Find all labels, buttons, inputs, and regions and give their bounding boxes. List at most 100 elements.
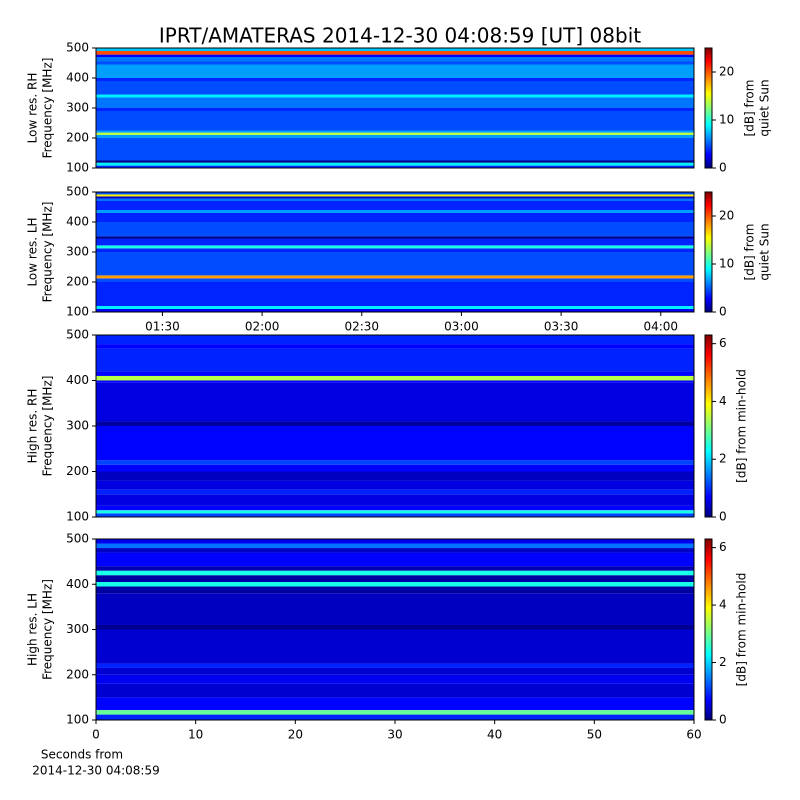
- y-tick-label: 100: [66, 510, 89, 524]
- y-axis-label: Low res. RH: [26, 73, 40, 144]
- colorbar-label: quiet Sun: [758, 79, 772, 136]
- heat-band: [96, 471, 694, 481]
- y-tick-label: 400: [66, 71, 89, 85]
- heat-band: [96, 344, 694, 349]
- heat-band: [96, 663, 694, 668]
- heat-band: [96, 494, 694, 506]
- heat-band: [96, 54, 694, 57]
- y-tick-label: 400: [66, 373, 89, 387]
- heat-band: [96, 213, 694, 222]
- colorbar: [704, 47, 713, 169]
- heat-band: [96, 543, 694, 549]
- heat-band: [96, 335, 694, 345]
- heat-band: [96, 57, 694, 62]
- heat-band: [96, 111, 694, 131]
- y-tick-label: 200: [66, 275, 89, 289]
- heat-band: [96, 674, 694, 684]
- heat-band: [96, 464, 694, 472]
- y-axis-label: Frequency [MHz]: [41, 579, 55, 680]
- heat-band: [96, 575, 694, 582]
- heat-band: [96, 421, 694, 426]
- y-tick-label: 100: [66, 305, 89, 319]
- heat-band: [96, 94, 694, 98]
- colorbar-tick-label: 20: [719, 209, 734, 223]
- colorbar-label: quiet Sun: [758, 223, 772, 280]
- heat-band: [96, 108, 694, 111]
- colorbar-tick-label: 2: [719, 655, 727, 669]
- heat-band: [96, 162, 694, 166]
- heat-band: [96, 138, 694, 161]
- heat-band: [96, 130, 694, 133]
- colorbar-tick-label: 4: [719, 598, 727, 612]
- colorbar-tick-label: 2: [719, 452, 727, 466]
- heat-band: [96, 552, 694, 567]
- x-tick-label: 03:00: [444, 320, 479, 334]
- heat-band: [96, 238, 694, 246]
- colorbar-tick-label: 20: [719, 65, 734, 79]
- colorbar-tick-label: 0: [719, 713, 727, 727]
- heat-band: [96, 570, 694, 576]
- heat-band: [96, 194, 694, 197]
- colorbar-label: [dB] from: [743, 224, 757, 281]
- colorbar: [704, 191, 713, 313]
- heat-band: [96, 275, 694, 279]
- heat-band: [96, 78, 694, 81]
- y-tick-label: 300: [66, 101, 89, 115]
- y-tick-label: 300: [66, 622, 89, 636]
- heat-band: [96, 196, 694, 199]
- x-tick-label: 03:30: [544, 320, 579, 334]
- heat-band: [96, 132, 694, 135]
- colorbar-tick-label: 6: [719, 540, 727, 554]
- heat-band: [96, 198, 694, 201]
- heat-band: [96, 97, 694, 108]
- heat-band: [96, 505, 694, 511]
- x-axis-label: Seconds from: [41, 748, 123, 762]
- heat-band: [96, 348, 694, 372]
- y-axis-label: Frequency [MHz]: [41, 376, 55, 477]
- colorbar-tick-label: 6: [719, 336, 727, 350]
- heat-band: [96, 192, 694, 195]
- x-tick-label: 01:30: [145, 320, 180, 334]
- heat-band: [96, 539, 694, 544]
- heat-band: [96, 697, 694, 711]
- colorbar: [704, 538, 713, 721]
- y-tick-label: 100: [66, 713, 89, 727]
- heat-band: [96, 382, 694, 422]
- x-tick-label: 60: [686, 728, 701, 742]
- heat-band: [96, 282, 694, 306]
- y-tick-label: 500: [66, 532, 89, 546]
- x-tick-label: 40: [487, 728, 502, 742]
- y-tick-label: 400: [66, 215, 89, 229]
- x-tick-label: 02:00: [245, 320, 280, 334]
- y-tick-label: 200: [66, 131, 89, 145]
- y-tick-label: 500: [66, 185, 89, 199]
- heat-band: [96, 586, 694, 594]
- x-tick-label: 20: [288, 728, 303, 742]
- heat-band: [96, 629, 694, 664]
- heat-band: [96, 624, 694, 630]
- chart-title: IPRT/AMATERAS 2014-12-30 04:08:59 [UT] 0…: [159, 24, 641, 48]
- heat-band: [96, 489, 694, 495]
- x-axis-label: 2014-12-30 04:08:59: [32, 764, 159, 778]
- colorbar-label: [dB] from min-hold: [735, 573, 749, 687]
- colorbar-tick-label: 0: [719, 305, 727, 319]
- heat-band: [96, 375, 694, 381]
- heat-band: [96, 210, 694, 213]
- y-axis-label: High res. LH: [26, 593, 40, 666]
- colorbar-tick-label: 10: [719, 113, 734, 127]
- heat-band: [96, 371, 694, 376]
- heat-band: [96, 81, 694, 95]
- y-tick-label: 300: [66, 245, 89, 259]
- y-axis-label: High res. RH: [26, 389, 40, 464]
- heat-band: [96, 245, 694, 249]
- heat-band: [96, 667, 694, 675]
- colorbar-label: [dB] from: [743, 80, 757, 137]
- heat-band: [96, 222, 694, 237]
- y-tick-label: 100: [66, 161, 89, 175]
- y-tick-label: 200: [66, 464, 89, 478]
- heat-band: [96, 64, 694, 78]
- heat-band: [96, 278, 694, 282]
- y-axis-label: Frequency [MHz]: [41, 202, 55, 303]
